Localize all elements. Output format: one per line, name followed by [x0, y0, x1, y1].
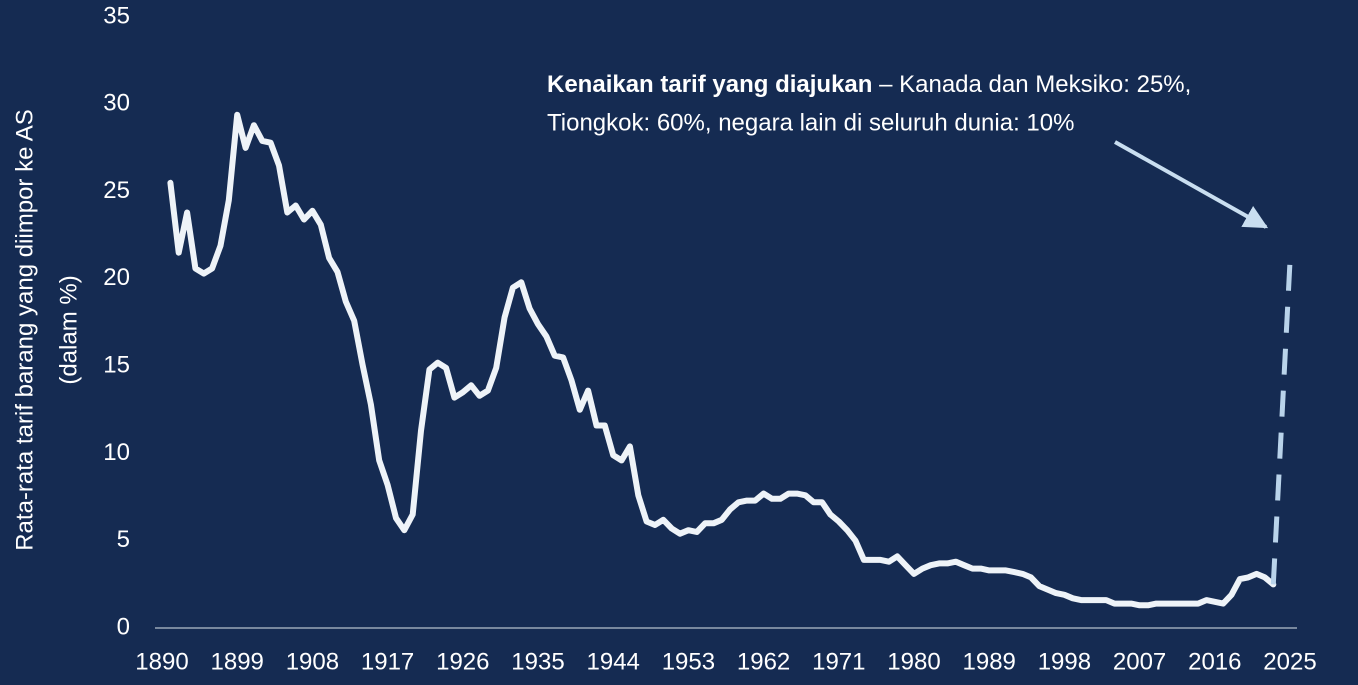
y-tick-label: 15 — [103, 351, 130, 378]
x-tick-label: 1917 — [361, 648, 414, 675]
annotation: Kenaikan tarif yang diajukan – Kanada da… — [547, 71, 1191, 98]
x-tick-label: 2016 — [1188, 648, 1241, 675]
x-tick-label: 1944 — [587, 648, 640, 675]
x-tick-label: 1926 — [436, 648, 489, 675]
y-tick-label: 25 — [103, 177, 130, 204]
annotation-arrow — [1114, 140, 1269, 229]
x-tick-label: 1908 — [286, 648, 339, 675]
y-axis-label-line: (dalam %) — [55, 275, 82, 384]
y-tick-label: 20 — [103, 264, 130, 291]
annotation-text: – Kanada dan Meksiko: 25%, — [872, 71, 1191, 98]
annotation-text: Tiongkok: 60%, negara lain di seluruh du… — [547, 109, 1074, 136]
x-tick-label: 1971 — [812, 648, 865, 675]
x-tick-label: 1899 — [211, 648, 264, 675]
y-axis-label: Rata-rata tarif barang yang diimpor ke A… — [11, 109, 82, 551]
x-tick-label: 1935 — [511, 648, 564, 675]
x-tick-label: 1980 — [887, 648, 940, 675]
y-tick-label: 5 — [117, 526, 130, 553]
x-tick-label: 2007 — [1113, 648, 1166, 675]
y-tick-label: 0 — [117, 613, 130, 640]
y-tick-label: 35 — [103, 2, 130, 29]
x-tick-label: 1998 — [1038, 648, 1091, 675]
data-line — [167, 111, 1277, 609]
x-tick-label: 1989 — [963, 648, 1016, 675]
x-tick-label: 1890 — [135, 648, 188, 675]
x-tick-label: 2025 — [1263, 648, 1316, 675]
x-tick-label: 1953 — [662, 648, 715, 675]
y-tick-label: 10 — [103, 439, 130, 466]
y-tick-label: 30 — [103, 90, 130, 117]
x-tick-label: 1962 — [737, 648, 790, 675]
y-axis-label-line: Rata-rata tarif barang yang diimpor ke A… — [11, 109, 38, 551]
annotation-bold: Kenaikan tarif yang diajukan — [547, 71, 872, 98]
projection-line — [1270, 261, 1293, 585]
